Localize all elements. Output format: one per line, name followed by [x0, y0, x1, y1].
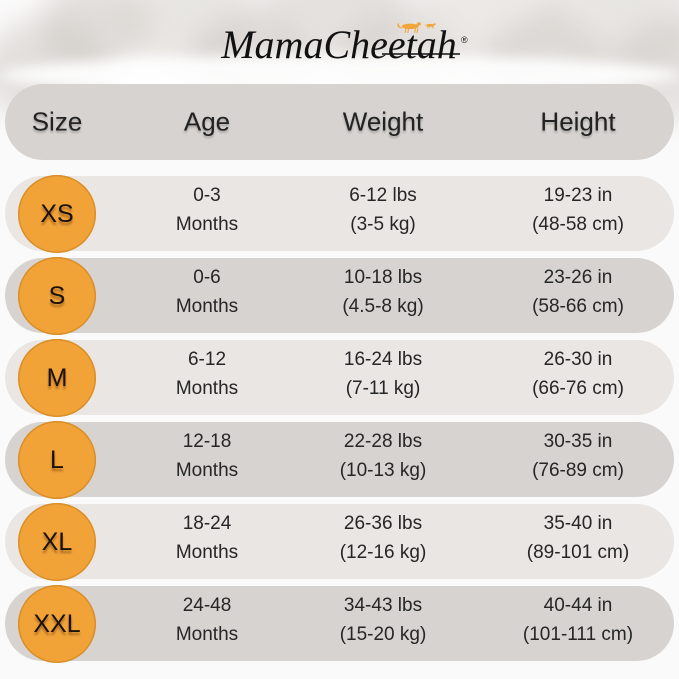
svg-text:®: ® — [461, 35, 468, 45]
svg-text:MamaCheetah: MamaCheetah — [220, 22, 457, 67]
